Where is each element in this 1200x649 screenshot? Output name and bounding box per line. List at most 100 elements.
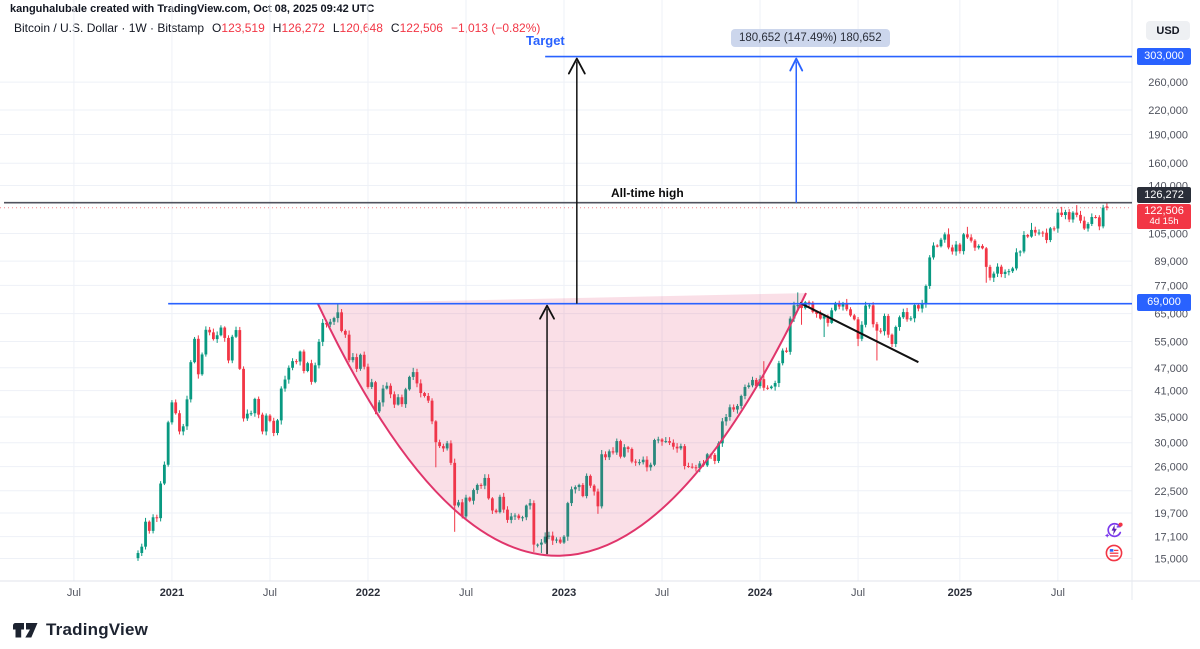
candle[interactable] — [913, 305, 917, 319]
candle[interactable] — [619, 441, 622, 457]
time-tick-label[interactable]: Jul — [1051, 587, 1065, 599]
candle[interactable] — [634, 461, 638, 463]
candle[interactable] — [257, 398, 261, 415]
candle[interactable] — [208, 329, 212, 333]
candle[interactable] — [826, 316, 830, 323]
price-tick-label[interactable]: 105,000 — [1148, 229, 1188, 241]
candle[interactable] — [837, 302, 841, 307]
candle[interactable] — [1101, 207, 1105, 227]
candle[interactable] — [834, 302, 837, 311]
candle[interactable] — [392, 394, 396, 405]
candle[interactable] — [875, 324, 879, 331]
price-range-measure-label[interactable]: 180,652 (147.49%) 180,652 — [731, 29, 890, 47]
candle[interactable] — [1056, 212, 1060, 229]
candle[interactable] — [521, 517, 524, 519]
candle[interactable] — [1052, 228, 1056, 230]
candle[interactable] — [947, 234, 950, 248]
candle[interactable] — [1086, 223, 1090, 229]
candle[interactable] — [909, 318, 913, 320]
price-tick-label[interactable]: 19,700 — [1154, 508, 1188, 520]
candle[interactable] — [920, 303, 924, 309]
candle[interactable] — [166, 422, 170, 465]
flag-lines-icon[interactable] — [1104, 543, 1124, 563]
candle[interactable] — [996, 266, 999, 274]
candle[interactable] — [773, 383, 777, 387]
candle[interactable] — [558, 539, 562, 543]
candle[interactable] — [547, 535, 551, 537]
candle[interactable] — [370, 382, 374, 387]
time-tick-label[interactable]: 2023 — [552, 587, 576, 599]
candle[interactable] — [671, 442, 675, 447]
candle[interactable] — [359, 354, 362, 369]
candle[interactable] — [347, 334, 351, 361]
candle[interactable] — [698, 463, 702, 468]
time-tick-label[interactable]: Jul — [263, 587, 277, 599]
candle[interactable] — [1018, 251, 1022, 253]
candle[interactable] — [901, 312, 905, 318]
candle[interactable] — [170, 402, 174, 423]
candle[interactable] — [728, 407, 732, 418]
candle[interactable] — [954, 244, 958, 252]
candle[interactable] — [800, 305, 803, 309]
candle[interactable] — [366, 366, 370, 387]
price-tick-label[interactable]: 47,000 — [1154, 363, 1188, 375]
candle[interactable] — [253, 398, 257, 414]
candle[interactable] — [472, 490, 475, 501]
candle[interactable] — [668, 441, 671, 443]
candle[interactable] — [261, 414, 264, 432]
candle[interactable] — [204, 329, 208, 355]
candle[interactable] — [245, 413, 249, 419]
candle[interactable] — [1105, 206, 1109, 208]
candle[interactable] — [1060, 212, 1064, 216]
candle[interactable] — [585, 475, 589, 497]
ai-refresh-icon[interactable] — [1104, 520, 1124, 540]
candle[interactable] — [396, 397, 400, 405]
price-tick-label[interactable]: 190,000 — [1148, 129, 1188, 141]
candle[interactable] — [981, 245, 984, 249]
price-tick-label[interactable]: 22,500 — [1154, 486, 1188, 498]
candle[interactable] — [656, 439, 660, 441]
candle[interactable] — [943, 234, 947, 240]
candle[interactable] — [886, 315, 890, 335]
candle[interactable] — [762, 379, 766, 388]
candle[interactable] — [509, 516, 513, 520]
price-tick-label[interactable]: 26,000 — [1154, 462, 1188, 474]
candle[interactable] — [856, 319, 860, 339]
candle[interactable] — [238, 330, 242, 369]
candle[interactable] — [622, 447, 626, 457]
candle[interactable] — [408, 376, 411, 390]
candle[interactable] — [1079, 214, 1082, 221]
tradingview-brand[interactable]: TradingView — [13, 620, 148, 640]
candle[interactable] — [189, 362, 193, 400]
candle[interactable] — [227, 337, 230, 361]
candle[interactable] — [242, 368, 245, 419]
time-tick-label[interactable]: Jul — [67, 587, 81, 599]
candle[interactable] — [351, 357, 355, 361]
candle[interactable] — [751, 379, 754, 386]
candle[interactable] — [969, 237, 973, 241]
candle[interactable] — [928, 257, 932, 286]
candle[interactable] — [423, 393, 426, 396]
candle[interactable] — [517, 515, 521, 519]
candle[interactable] — [381, 388, 385, 403]
candle[interactable] — [950, 247, 954, 252]
candle[interactable] — [864, 305, 868, 325]
candle[interactable] — [551, 535, 555, 541]
candle[interactable] — [332, 318, 336, 322]
candle[interactable] — [769, 386, 773, 389]
candle[interactable] — [483, 477, 487, 486]
price-tick-label[interactable]: 77,000 — [1154, 280, 1188, 292]
candle[interactable] — [962, 234, 966, 252]
all-time-high-label[interactable]: All-time high — [611, 186, 684, 200]
cup-pattern-fill[interactable] — [317, 293, 807, 556]
candle[interactable] — [490, 498, 494, 511]
candle[interactable] — [159, 483, 163, 519]
candle[interactable] — [570, 489, 573, 504]
candle[interactable] — [155, 517, 159, 519]
candle[interactable] — [732, 407, 736, 410]
candle[interactable] — [524, 505, 528, 518]
candle[interactable] — [317, 341, 321, 366]
candle[interactable] — [264, 415, 268, 432]
price-tick-label[interactable]: 65,000 — [1154, 309, 1188, 321]
candle[interactable] — [268, 415, 272, 421]
